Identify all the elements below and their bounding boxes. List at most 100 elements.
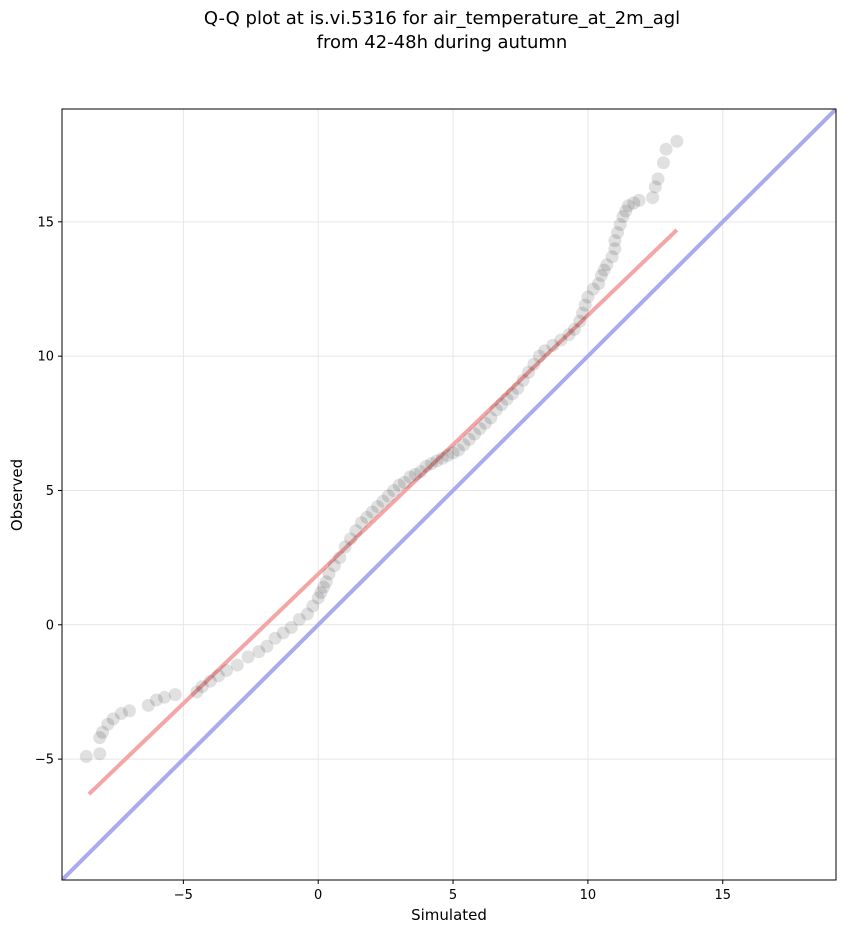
- identity-line: [62, 109, 836, 880]
- qq-point: [168, 688, 182, 702]
- qq-point: [511, 381, 525, 395]
- x-tick-label: 10: [580, 888, 597, 903]
- qq-point: [354, 516, 368, 530]
- qq-point: [489, 403, 503, 417]
- qq-point: [578, 298, 592, 312]
- y-tick-label: 15: [37, 215, 54, 230]
- qq-point: [562, 328, 576, 342]
- qq-point: [220, 663, 234, 677]
- y-tick-label: 10: [37, 350, 54, 365]
- qq-point: [546, 338, 560, 352]
- qq-point: [319, 575, 333, 589]
- qq-point: [371, 500, 385, 514]
- x-tick-label: −5: [174, 888, 193, 903]
- qq-point: [317, 580, 331, 594]
- qq-point: [141, 698, 155, 712]
- qq-points: [79, 134, 684, 763]
- y-axis-label: Observed: [8, 459, 26, 531]
- qq-point: [430, 454, 444, 468]
- qq-point: [157, 690, 171, 704]
- reference-lines: [62, 109, 836, 880]
- qq-point: [398, 475, 412, 489]
- qq-point: [457, 438, 471, 452]
- qq-point: [554, 333, 568, 347]
- qq-point: [190, 685, 204, 699]
- qq-point: [260, 639, 274, 653]
- qq-point: [360, 510, 374, 524]
- qq-point: [522, 365, 536, 379]
- x-tick-label: 5: [449, 888, 457, 903]
- qq-point: [122, 704, 136, 718]
- qq-point: [478, 416, 492, 430]
- qq-point: [446, 446, 460, 460]
- qq-point: [500, 392, 514, 406]
- qq-point: [462, 432, 476, 446]
- qq-point: [314, 586, 328, 600]
- qq-point: [597, 263, 611, 277]
- qq-point: [276, 626, 290, 640]
- ticks: −5 0 5 10 15 −5 0 5 10 15: [35, 215, 731, 903]
- qq-point: [333, 551, 347, 565]
- qq-point: [252, 645, 266, 659]
- qq-point: [344, 532, 358, 546]
- qq-point: [538, 344, 552, 358]
- plot-frame: [61, 108, 837, 881]
- qq-point: [627, 196, 641, 210]
- qq-point: [376, 494, 390, 508]
- y-tick-label: −5: [35, 753, 54, 768]
- x-tick-label: 15: [714, 888, 731, 903]
- qq-point: [435, 451, 449, 465]
- qq-point: [419, 459, 433, 473]
- qq-point: [392, 478, 406, 492]
- qq-point: [149, 693, 163, 707]
- qq-point: [527, 357, 541, 371]
- qq-point: [311, 591, 325, 605]
- qq-point: [327, 559, 341, 573]
- qq-point: [322, 567, 336, 581]
- qq-point: [106, 712, 120, 726]
- qq-point: [349, 524, 363, 538]
- qq-point: [414, 465, 428, 479]
- qq-point: [338, 540, 352, 554]
- qq-point: [621, 199, 635, 213]
- qq-point: [306, 599, 320, 613]
- qq-point: [365, 505, 379, 519]
- qq-point: [101, 717, 115, 731]
- qq-point: [424, 457, 438, 471]
- qq-point: [93, 747, 107, 761]
- qq-point: [505, 387, 519, 401]
- qq-point: [632, 193, 646, 207]
- qq-point: [79, 749, 93, 763]
- qq-point: [473, 422, 487, 436]
- qq-point: [211, 669, 225, 683]
- qq-point: [451, 443, 465, 457]
- fit-line: [87, 228, 679, 796]
- qq-point: [646, 191, 660, 205]
- qq-point: [403, 470, 417, 484]
- qq-point: [659, 142, 673, 156]
- qq-point: [381, 489, 395, 503]
- qq-point: [532, 349, 546, 363]
- qq-point: [284, 620, 298, 634]
- chart-title-line2: from 42-48h during autumn: [317, 32, 568, 53]
- qq-point: [484, 411, 498, 425]
- qq-point: [95, 725, 109, 739]
- qq-point: [605, 250, 619, 264]
- qq-point: [241, 650, 255, 664]
- qq-point: [613, 218, 627, 232]
- qq-point: [600, 258, 614, 272]
- qq-point: [567, 322, 581, 336]
- qq-point: [441, 449, 455, 463]
- chart-title-line1: Q-Q plot at is.vi.5316 for air_temperatu…: [204, 8, 680, 29]
- qq-point: [581, 290, 595, 304]
- qq-point: [611, 226, 625, 240]
- qq-point: [670, 134, 684, 148]
- qq-point: [608, 242, 622, 256]
- qq-point: [300, 607, 314, 621]
- qq-point: [619, 204, 633, 218]
- qq-point: [573, 314, 587, 328]
- qq-point: [203, 674, 217, 688]
- qq-point: [408, 467, 422, 481]
- qq-point: [387, 483, 401, 497]
